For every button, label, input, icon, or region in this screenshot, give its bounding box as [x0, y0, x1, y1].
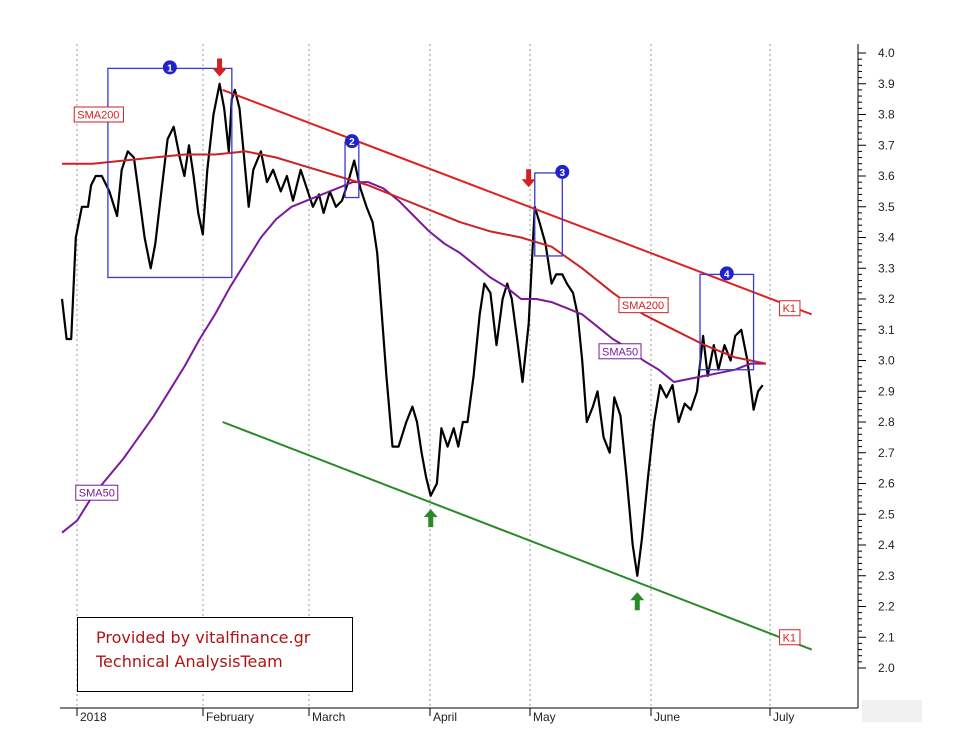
y-tick-label: 3.8: [878, 108, 895, 122]
box-marker-4: [719, 266, 734, 281]
axes: [60, 44, 922, 722]
credit-line-1: Provided by vitalfinance.gr: [96, 628, 311, 647]
y-tick-label: 3.3: [878, 261, 895, 275]
y-tick-label: 3.2: [878, 292, 895, 306]
y-tick-label: 3.1: [878, 323, 895, 337]
sma50-label-box: [598, 343, 642, 360]
y-tick-label: 3.7: [878, 138, 895, 152]
trendline-support: [222, 421, 813, 651]
sma200-label-box: [618, 297, 669, 314]
x-tick-label: May: [533, 710, 556, 724]
k1-label-box: [779, 629, 801, 646]
sma50-label: SMA50: [79, 488, 115, 500]
credit-box: Provided by vitalfinance.gr Technical An…: [77, 617, 353, 692]
box-marker-2: [344, 134, 359, 149]
sma50-label: SMA50: [602, 346, 638, 358]
x-tick-label: April: [433, 710, 457, 724]
series-labels: SMA200 SMA50 SMA200 SMA50 K1 K1: [73, 106, 801, 646]
sma200-line: [62, 150, 766, 365]
y-tick-label: 2.8: [878, 415, 895, 429]
y-tick-label: 2.9: [878, 384, 895, 398]
sma50-label-box: [75, 484, 119, 501]
buy-arrow-icon: [630, 592, 645, 611]
y-tick-label: 3.4: [878, 231, 895, 245]
box-marker-1: [162, 60, 177, 75]
y-tick-label: 3.0: [878, 354, 895, 368]
box-number-3: 3: [560, 168, 566, 179]
x-tick-label: June: [654, 710, 680, 724]
sma50-line: [61, 181, 766, 534]
series-lines: [60, 82, 766, 577]
x-tick-label: February: [206, 710, 254, 724]
k1-label-box: [779, 300, 801, 317]
sell-arrow-icon: [521, 169, 536, 188]
sma200-label: SMA200: [77, 110, 119, 122]
y-tick-label: 2.3: [878, 569, 895, 583]
pattern-box-3: [534, 172, 563, 257]
credit-line-2: Technical AnalysisTeam: [96, 652, 283, 671]
x-tick-label: March: [312, 710, 345, 724]
box-number-1: 1: [167, 63, 173, 74]
trendlines: [222, 88, 813, 651]
y-tick-label: 2.2: [878, 600, 895, 614]
y-tick-label: 2.4: [878, 538, 895, 552]
pattern-boxes: 1 2 3 4: [107, 60, 755, 371]
y-tick-label: 2.6: [878, 477, 895, 491]
sma200-label-box: [73, 106, 124, 123]
y-tick-label: 3.5: [878, 200, 895, 214]
pattern-box-1: [107, 67, 233, 279]
box-number-2: 2: [349, 137, 355, 148]
sell-arrow-icon: [212, 58, 227, 77]
buy-arrow-icon: [423, 509, 438, 528]
sma200-label: SMA200: [622, 300, 664, 312]
axis-corner-box: [862, 700, 922, 722]
y-tick-label: 3.9: [878, 77, 895, 91]
y-tick-label: 4.0: [878, 46, 895, 60]
y-tick-label: 2.0: [878, 661, 895, 675]
k1-label: K1: [783, 632, 796, 644]
y-tick-label: 2.5: [878, 507, 895, 521]
x-tick-label: July: [773, 710, 794, 724]
y-tick-labels: 2.0 2.1 2.2 2.3 2.4 2.5 2.6 2.7 2.8 2.9 3.0 3.1 3.2 3…: [858, 46, 895, 675]
trendline-resistance: [222, 88, 813, 316]
box-marker-3: [555, 164, 570, 179]
x-tick-label: 2018: [80, 710, 107, 724]
y-tick-label: 3.6: [878, 169, 895, 183]
price-line: [60, 82, 764, 577]
k1-label: K1: [783, 303, 796, 315]
y-tick-label: 2.7: [878, 446, 895, 460]
y-tick-label: 2.1: [878, 630, 895, 644]
signal-arrows: [212, 58, 645, 611]
x-tick-labels: 2018 February March April May June July: [76, 708, 794, 724]
box-number-4: 4: [724, 269, 730, 280]
